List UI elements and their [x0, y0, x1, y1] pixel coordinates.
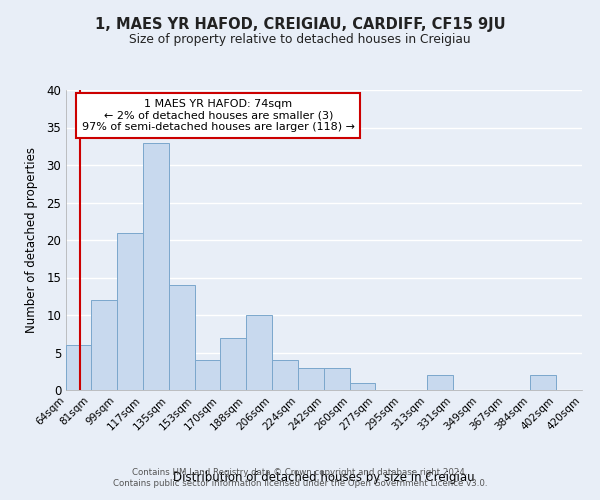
- Text: Size of property relative to detached houses in Creigiau: Size of property relative to detached ho…: [129, 32, 471, 46]
- Bar: [427, 375, 453, 390]
- Bar: [195, 360, 220, 390]
- Y-axis label: Number of detached properties: Number of detached properties: [25, 147, 38, 333]
- Bar: [350, 382, 375, 390]
- Bar: [530, 375, 556, 390]
- X-axis label: Distribution of detached houses by size in Creigiau: Distribution of detached houses by size …: [173, 470, 475, 484]
- Bar: [246, 315, 272, 390]
- Bar: [66, 345, 91, 390]
- Text: 1 MAES YR HAFOD: 74sqm
← 2% of detached houses are smaller (3)
97% of semi-detac: 1 MAES YR HAFOD: 74sqm ← 2% of detached …: [82, 99, 355, 132]
- Text: 1, MAES YR HAFOD, CREIGIAU, CARDIFF, CF15 9JU: 1, MAES YR HAFOD, CREIGIAU, CARDIFF, CF1…: [95, 18, 505, 32]
- Bar: [272, 360, 298, 390]
- Bar: [117, 232, 143, 390]
- Bar: [91, 300, 117, 390]
- Text: Contains HM Land Registry data © Crown copyright and database right 2024.
Contai: Contains HM Land Registry data © Crown c…: [113, 468, 487, 487]
- Bar: [169, 285, 195, 390]
- Bar: [298, 368, 324, 390]
- Bar: [143, 142, 169, 390]
- Bar: [324, 368, 350, 390]
- Bar: [220, 338, 246, 390]
